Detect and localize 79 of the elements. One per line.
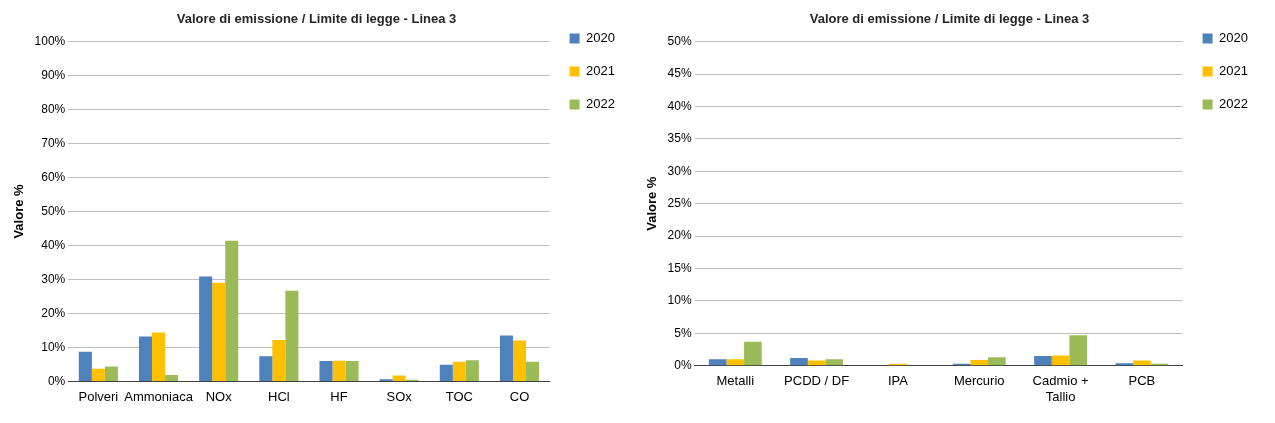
- x-tick-label: Ammoniaca: [124, 388, 194, 404]
- x-tick-label: HF: [330, 388, 348, 404]
- y-tick-label: 0%: [47, 373, 66, 388]
- bar: [259, 356, 273, 381]
- y-tick-label: 45%: [667, 66, 692, 81]
- bar: [790, 358, 808, 366]
- y-tick-label: 0%: [674, 358, 692, 373]
- bar: [744, 341, 762, 366]
- x-tick-label: HCl: [268, 388, 290, 404]
- bar: [319, 361, 333, 381]
- legend-label: 2020: [1219, 30, 1248, 46]
- x-tick-label: SOx: [386, 388, 413, 404]
- y-tick-label: 10%: [667, 293, 692, 308]
- bar: [78, 351, 92, 381]
- bar: [512, 340, 527, 381]
- legend-label: 2021: [1219, 63, 1248, 79]
- y-tick-label: 90%: [41, 67, 66, 82]
- y-tick-label: 80%: [41, 101, 66, 116]
- legend-label: 2021: [586, 63, 615, 79]
- y-tick-label: 25%: [667, 196, 692, 211]
- y-tick-label: 50%: [667, 33, 692, 48]
- y-axis-title: Valore %: [11, 183, 27, 239]
- bar: [499, 335, 513, 381]
- bar: [199, 276, 213, 381]
- y-tick-label: 40%: [41, 237, 66, 252]
- chart-title: Valore di emissione / Limite di legge - Linea 3: [176, 11, 457, 27]
- bar: [1051, 355, 1070, 366]
- x-tick-label: NOx: [205, 388, 233, 404]
- bar: [452, 361, 466, 381]
- y-tick-label: 70%: [41, 135, 66, 150]
- legend-label: 2020: [586, 30, 615, 46]
- y-axis-title: Valore %: [644, 176, 660, 231]
- bar: [439, 364, 453, 381]
- y-tick-label: 60%: [41, 169, 66, 184]
- y-tick-label: 20%: [667, 228, 692, 243]
- bar: [988, 357, 1006, 366]
- bar: [104, 366, 118, 381]
- x-tick-label: PCB: [1128, 373, 1156, 389]
- bar: [212, 282, 226, 381]
- bar: [708, 359, 727, 366]
- x-tick-label: Metalli: [716, 373, 755, 389]
- x-tick-label: IPA: [887, 373, 909, 389]
- x-tick-label: PCDD / DF: [784, 373, 850, 389]
- bar: [225, 240, 239, 381]
- bar: [1069, 335, 1088, 366]
- bar: [392, 375, 406, 381]
- bar: [970, 359, 989, 366]
- y-tick-label: 50%: [41, 203, 66, 218]
- x-tick-label: Polveri: [78, 388, 119, 404]
- bar: [152, 332, 166, 381]
- y-tick-label: 5%: [674, 325, 692, 340]
- bar: [165, 374, 179, 381]
- bar: [345, 361, 359, 381]
- legend-label: 2022: [1219, 96, 1248, 112]
- bar: [1034, 356, 1052, 366]
- legend-label: 2022: [586, 96, 615, 112]
- bar: [526, 361, 540, 381]
- y-tick-label: 10%: [41, 339, 66, 354]
- bar: [91, 368, 105, 381]
- bar: [332, 360, 346, 381]
- chart-title: Valore di emissione / Limite di legge - Linea 3: [809, 11, 1090, 27]
- x-tick-label: CO: [509, 388, 530, 404]
- bar: [825, 359, 844, 366]
- bar: [1115, 363, 1134, 366]
- y-tick-label: 20%: [41, 305, 66, 320]
- y-tick-label: 30%: [667, 163, 692, 178]
- x-tick-label: Cadmio + Tallio: [1032, 373, 1089, 404]
- bar: [285, 290, 299, 381]
- y-tick-label: 40%: [667, 98, 692, 113]
- bar: [138, 336, 153, 381]
- x-tick-label: TOC: [445, 388, 473, 404]
- x-tick-label: Mercurio: [953, 373, 1005, 389]
- bar: [465, 360, 479, 381]
- y-tick-label: 100%: [34, 33, 66, 48]
- y-tick-label: 35%: [667, 131, 692, 146]
- y-tick-label: 15%: [667, 260, 692, 275]
- bar: [726, 359, 745, 366]
- bar: [272, 339, 286, 381]
- y-tick-label: 30%: [41, 271, 66, 286]
